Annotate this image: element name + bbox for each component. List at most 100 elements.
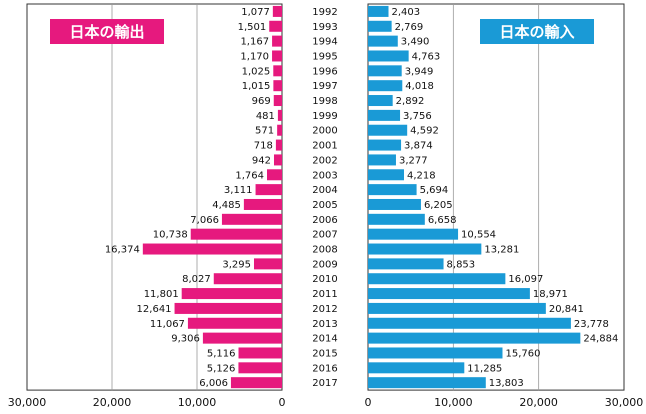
import-bar-2010 <box>368 273 506 285</box>
year-label-1995: 1995 <box>312 51 337 62</box>
import-bar-1994 <box>368 35 398 47</box>
legend-import: 日本の輸入 <box>480 19 594 44</box>
export-value-label-2004: 3,111 <box>224 185 253 196</box>
year-label-2011: 2011 <box>312 289 337 300</box>
export-bar-2017 <box>230 377 282 389</box>
export-bar-2003 <box>267 169 282 181</box>
import-bar-1999 <box>368 109 401 121</box>
year-label-2015: 2015 <box>312 348 337 359</box>
export-axis-tick-3: 0 <box>279 396 286 409</box>
export-value-label-1992: 1,077 <box>241 7 270 18</box>
year-label-2016: 2016 <box>312 363 337 374</box>
year-label-2009: 2009 <box>312 259 337 270</box>
export-value-label-1996: 1,025 <box>242 66 271 77</box>
import-value-label-2014: 24,884 <box>583 334 618 345</box>
plot-frame <box>26 3 625 391</box>
import-value-label-2010: 16,097 <box>508 274 543 285</box>
import-bar-2006 <box>368 213 425 225</box>
export-value-label-2002: 942 <box>252 155 271 166</box>
export-value-label-2009: 3,295 <box>222 259 251 270</box>
import-bar-1995 <box>368 50 409 62</box>
export-bar-1998 <box>273 95 282 107</box>
import-bar-2001 <box>368 139 402 151</box>
year-label-2004: 2004 <box>312 185 337 196</box>
export-bar-2001 <box>275 139 282 151</box>
import-value-label-1999: 3,756 <box>403 111 432 122</box>
import-bar-1993 <box>368 20 392 32</box>
import-value-label-1992: 2,403 <box>392 7 421 18</box>
export-bar-2004 <box>255 184 282 196</box>
import-bar-2011 <box>368 288 530 300</box>
export-data-labels: 1,077 1,501 1,167 1,170 1,025 1,015 969 481 571 7… <box>105 7 275 389</box>
import-bar-2003 <box>368 169 404 181</box>
year-label-2003: 2003 <box>312 170 337 181</box>
export-value-label-2013: 11,067 <box>150 319 185 330</box>
year-label-1997: 1997 <box>312 81 337 92</box>
year-label-2013: 2013 <box>312 319 337 330</box>
year-label-2001: 2001 <box>312 141 337 152</box>
year-label-1994: 1994 <box>312 37 337 48</box>
legend-export: 日本の輸出 <box>50 19 164 44</box>
import-bar-2016 <box>368 362 465 374</box>
export-value-label-2007: 10,738 <box>153 230 188 241</box>
export-value-label-2008: 16,374 <box>105 245 140 256</box>
year-label-2017: 2017 <box>312 378 337 389</box>
import-value-label-2002: 3,277 <box>399 155 428 166</box>
import-bar-2005 <box>368 198 421 210</box>
export-bar-2015 <box>238 347 282 359</box>
export-value-label-2011: 11,801 <box>144 289 179 300</box>
year-label-2000: 2000 <box>312 126 337 137</box>
export-bar-1992 <box>272 5 282 17</box>
year-label-2008: 2008 <box>312 245 337 256</box>
export-value-label-2005: 4,485 <box>212 200 241 211</box>
legend-export-box <box>50 19 164 44</box>
export-bar-2016 <box>238 362 282 374</box>
import-bar-1992 <box>368 5 389 17</box>
import-bar-2004 <box>368 184 417 196</box>
import-plot-area <box>367 3 625 391</box>
import-value-label-2017: 13,803 <box>489 378 524 389</box>
export-value-label-2014: 9,306 <box>171 334 200 345</box>
export-bar-2012 <box>174 302 282 314</box>
import-bar-1998 <box>368 95 393 107</box>
export-value-label-1997: 1,015 <box>242 81 271 92</box>
export-axis-tick-0: 30,000 <box>8 396 47 409</box>
export-bar-1994 <box>272 35 282 47</box>
import-value-label-1996: 3,949 <box>405 66 434 77</box>
export-bar-1996 <box>273 65 282 77</box>
import-value-label-2008: 13,281 <box>484 245 519 256</box>
import-value-label-2006: 6,658 <box>428 215 457 226</box>
export-value-label-2003: 1,764 <box>235 170 264 181</box>
import-value-label-2001: 3,874 <box>404 141 433 152</box>
import-value-label-2000: 4,592 <box>410 126 439 137</box>
import-bar-2013 <box>368 317 571 329</box>
import-data-labels: 2,403 2,769 3,490 4,763 3,949 4,018 2,892 3,756… <box>392 7 619 389</box>
import-value-label-2016: 11,285 <box>467 363 502 374</box>
year-label-2012: 2012 <box>312 304 337 315</box>
year-labels: 1992 1993 1994 1995 1996 1997 1998 1999 2000 2001… <box>312 7 337 389</box>
year-label-2002: 2002 <box>312 155 337 166</box>
export-value-label-1994: 1,167 <box>240 37 269 48</box>
export-bar-2000 <box>277 124 282 136</box>
export-bar-2010 <box>213 273 282 285</box>
import-value-label-1994: 3,490 <box>401 37 430 48</box>
export-value-label-1999: 481 <box>256 111 275 122</box>
export-bar-2007 <box>190 228 282 240</box>
export-bar-2013 <box>187 317 282 329</box>
import-bar-2002 <box>368 154 396 166</box>
export-value-label-1993: 1,501 <box>238 22 267 33</box>
import-value-label-2004: 5,694 <box>420 185 449 196</box>
export-bar-2006 <box>221 213 282 225</box>
export-axis-tick-2: 10,000 <box>178 396 217 409</box>
import-value-label-2007: 10,554 <box>461 230 496 241</box>
export-axis-tick-1: 20,000 <box>93 396 132 409</box>
import-value-label-2005: 6,205 <box>424 200 453 211</box>
import-axis-tick-1: 10,000 <box>434 396 473 409</box>
year-label-2010: 2010 <box>312 274 337 285</box>
import-value-label-1993: 2,769 <box>395 22 424 33</box>
export-plot-area <box>26 3 283 391</box>
export-bar-1995 <box>272 50 282 62</box>
export-bar-2005 <box>243 198 282 210</box>
import-bar-2012 <box>368 302 546 314</box>
import-bar-2008 <box>368 243 482 255</box>
